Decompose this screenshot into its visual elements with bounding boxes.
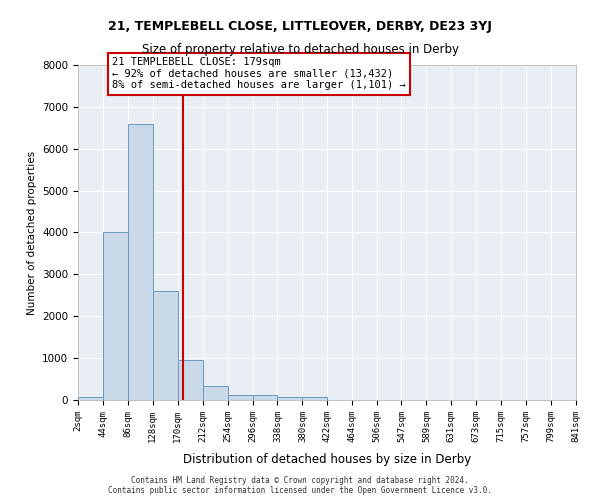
Bar <box>153 291 178 400</box>
Y-axis label: Number of detached properties: Number of detached properties <box>26 150 37 314</box>
Bar <box>78 396 103 400</box>
Text: Contains HM Land Registry data © Crown copyright and database right 2024.
Contai: Contains HM Land Registry data © Crown c… <box>108 476 492 495</box>
Bar <box>253 395 277 400</box>
Text: Size of property relative to detached houses in Derby: Size of property relative to detached ho… <box>142 42 458 56</box>
X-axis label: Distribution of detached houses by size in Derby: Distribution of detached houses by size … <box>183 453 471 466</box>
Bar <box>178 360 203 400</box>
Bar <box>227 394 253 400</box>
Bar <box>277 397 302 400</box>
Text: 21 TEMPLEBELL CLOSE: 179sqm
← 92% of detached houses are smaller (13,432)
8% of : 21 TEMPLEBELL CLOSE: 179sqm ← 92% of det… <box>112 57 406 90</box>
Text: 21, TEMPLEBELL CLOSE, LITTLEOVER, DERBY, DE23 3YJ: 21, TEMPLEBELL CLOSE, LITTLEOVER, DERBY,… <box>108 20 492 33</box>
Bar <box>103 232 128 400</box>
Bar <box>302 398 327 400</box>
Bar <box>203 386 227 400</box>
Bar <box>128 124 153 400</box>
